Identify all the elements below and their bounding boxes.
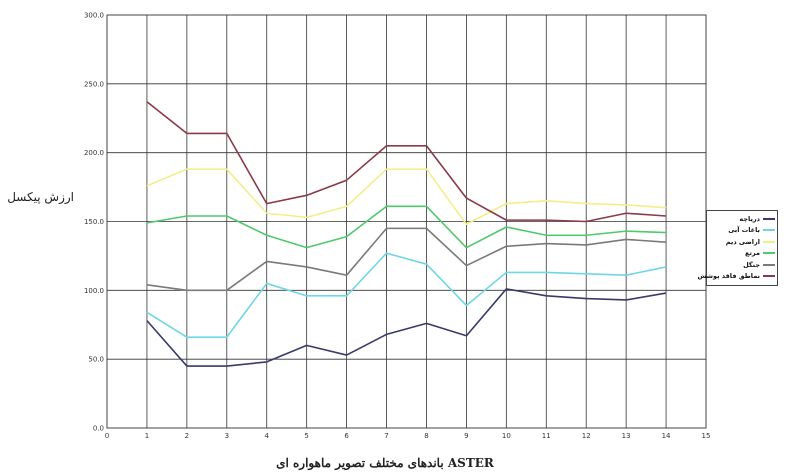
y-tick-label: 150.0 xyxy=(84,218,104,226)
series-line-1 xyxy=(146,252,667,338)
y-tick-label: 200.0 xyxy=(84,149,104,157)
legend-label: اراضی دیم xyxy=(725,237,760,246)
x-tick-label: 11 xyxy=(542,432,551,440)
x-tick-label: 8 xyxy=(424,432,428,440)
legend-item: جنگل xyxy=(709,259,775,271)
x-tick-label: 0 xyxy=(105,432,109,440)
legend-label: نماطق فاقد پوشش xyxy=(697,272,760,281)
y-tick-label: 0.0 xyxy=(93,425,104,433)
x-axis-label: باندهای مختلف تصویر ماهواره ای ASTER xyxy=(276,456,494,470)
x-tick-labels: 0 1 2 3 4 5 6 7 8 9 10 11 12 13 14 15 xyxy=(105,432,711,440)
y-tick-label: 300.0 xyxy=(84,12,104,20)
x-tick-label: 15 xyxy=(702,432,711,440)
legend-item: دریاچه xyxy=(709,213,775,225)
x-tick-label: 7 xyxy=(384,432,388,440)
series-line-2 xyxy=(146,168,667,226)
series-line-0 xyxy=(146,288,667,367)
legend-label: جنگل xyxy=(743,260,760,269)
x-tick-label: 1 xyxy=(145,432,149,440)
y-tick-label: 100.0 xyxy=(84,287,104,295)
series-line-3 xyxy=(146,205,667,249)
series-lines xyxy=(146,101,667,367)
x-tick-label: 6 xyxy=(344,432,349,440)
y-tick-labels: 0.0 50.0 100.0 150.0 200.0 250.0 300.0 xyxy=(84,12,104,433)
y-tick-label: 250.0 xyxy=(84,80,104,88)
legend-swatch xyxy=(763,240,775,243)
legend-item: اراضی دیم xyxy=(709,236,775,248)
grid-lines xyxy=(107,15,706,428)
legend-label: مرتع xyxy=(745,249,760,258)
y-tick-label: 50.0 xyxy=(88,356,104,364)
legend-swatch xyxy=(763,229,775,232)
x-tick-label: 2 xyxy=(185,432,189,440)
x-tick-label: 13 xyxy=(622,432,631,440)
legend-swatch xyxy=(763,275,775,278)
x-tick-label: 14 xyxy=(662,432,671,440)
series-line-5 xyxy=(146,101,667,223)
legend-label: باغات آبی xyxy=(728,226,760,235)
legend-swatch xyxy=(763,252,775,255)
legend-item: باغات آبی xyxy=(709,225,775,237)
legend-swatch xyxy=(763,217,775,220)
legend-label: دریاچه xyxy=(739,214,760,223)
x-tick-label: 12 xyxy=(582,432,591,440)
x-tick-label: 3 xyxy=(225,432,229,440)
x-tick-label: 10 xyxy=(502,432,511,440)
x-tick-label: 5 xyxy=(304,432,308,440)
legend: دریاچه باغات آبی اراضی دیم مرتع جنگل نماطق فا… xyxy=(697,210,778,286)
legend-item: مرتع xyxy=(709,248,775,260)
x-tick-label: 4 xyxy=(264,432,269,440)
y-axis-label: ارزش پیکسل xyxy=(7,190,74,204)
legend-item: نماطق فاقد پوشش xyxy=(697,271,775,283)
legend-swatch xyxy=(763,263,775,266)
x-tick-label: 9 xyxy=(464,432,468,440)
series-line-4 xyxy=(146,227,667,292)
